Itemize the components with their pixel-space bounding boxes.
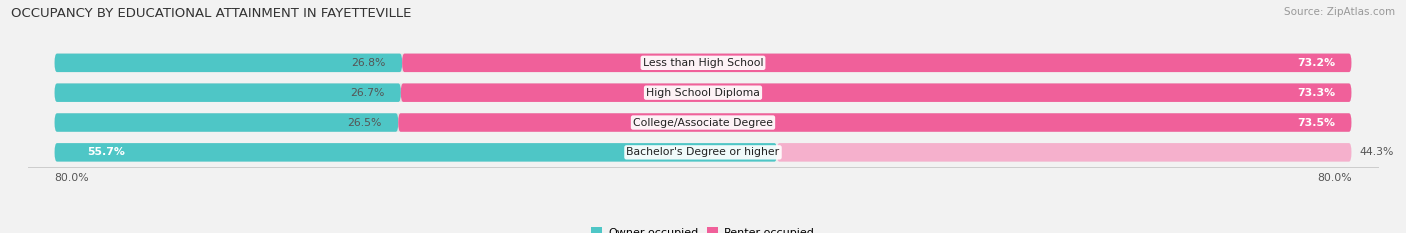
Text: College/Associate Degree: College/Associate Degree [633, 117, 773, 127]
FancyBboxPatch shape [401, 83, 1351, 102]
Text: 73.3%: 73.3% [1298, 88, 1336, 98]
Text: Less than High School: Less than High School [643, 58, 763, 68]
Text: 44.3%: 44.3% [1360, 147, 1393, 157]
Text: 80.0%: 80.0% [55, 173, 89, 183]
Text: 26.8%: 26.8% [352, 58, 385, 68]
FancyBboxPatch shape [402, 54, 1351, 72]
Text: High School Diploma: High School Diploma [647, 88, 759, 98]
Text: 73.2%: 73.2% [1298, 58, 1336, 68]
Text: 55.7%: 55.7% [87, 147, 125, 157]
FancyBboxPatch shape [55, 54, 1351, 72]
FancyBboxPatch shape [55, 83, 1351, 102]
FancyBboxPatch shape [398, 113, 1351, 132]
FancyBboxPatch shape [55, 54, 402, 72]
FancyBboxPatch shape [778, 143, 1351, 162]
Text: 80.0%: 80.0% [1317, 173, 1351, 183]
FancyBboxPatch shape [55, 113, 398, 132]
Text: OCCUPANCY BY EDUCATIONAL ATTAINMENT IN FAYETTEVILLE: OCCUPANCY BY EDUCATIONAL ATTAINMENT IN F… [11, 7, 412, 20]
Text: Source: ZipAtlas.com: Source: ZipAtlas.com [1284, 7, 1395, 17]
FancyBboxPatch shape [55, 143, 1351, 162]
Text: 73.5%: 73.5% [1298, 117, 1336, 127]
Text: 26.5%: 26.5% [347, 117, 382, 127]
FancyBboxPatch shape [55, 83, 401, 102]
FancyBboxPatch shape [55, 143, 778, 162]
FancyBboxPatch shape [55, 113, 1351, 132]
Legend: Owner-occupied, Renter-occupied: Owner-occupied, Renter-occupied [586, 223, 820, 233]
Text: 26.7%: 26.7% [350, 88, 385, 98]
Text: Bachelor's Degree or higher: Bachelor's Degree or higher [627, 147, 779, 157]
